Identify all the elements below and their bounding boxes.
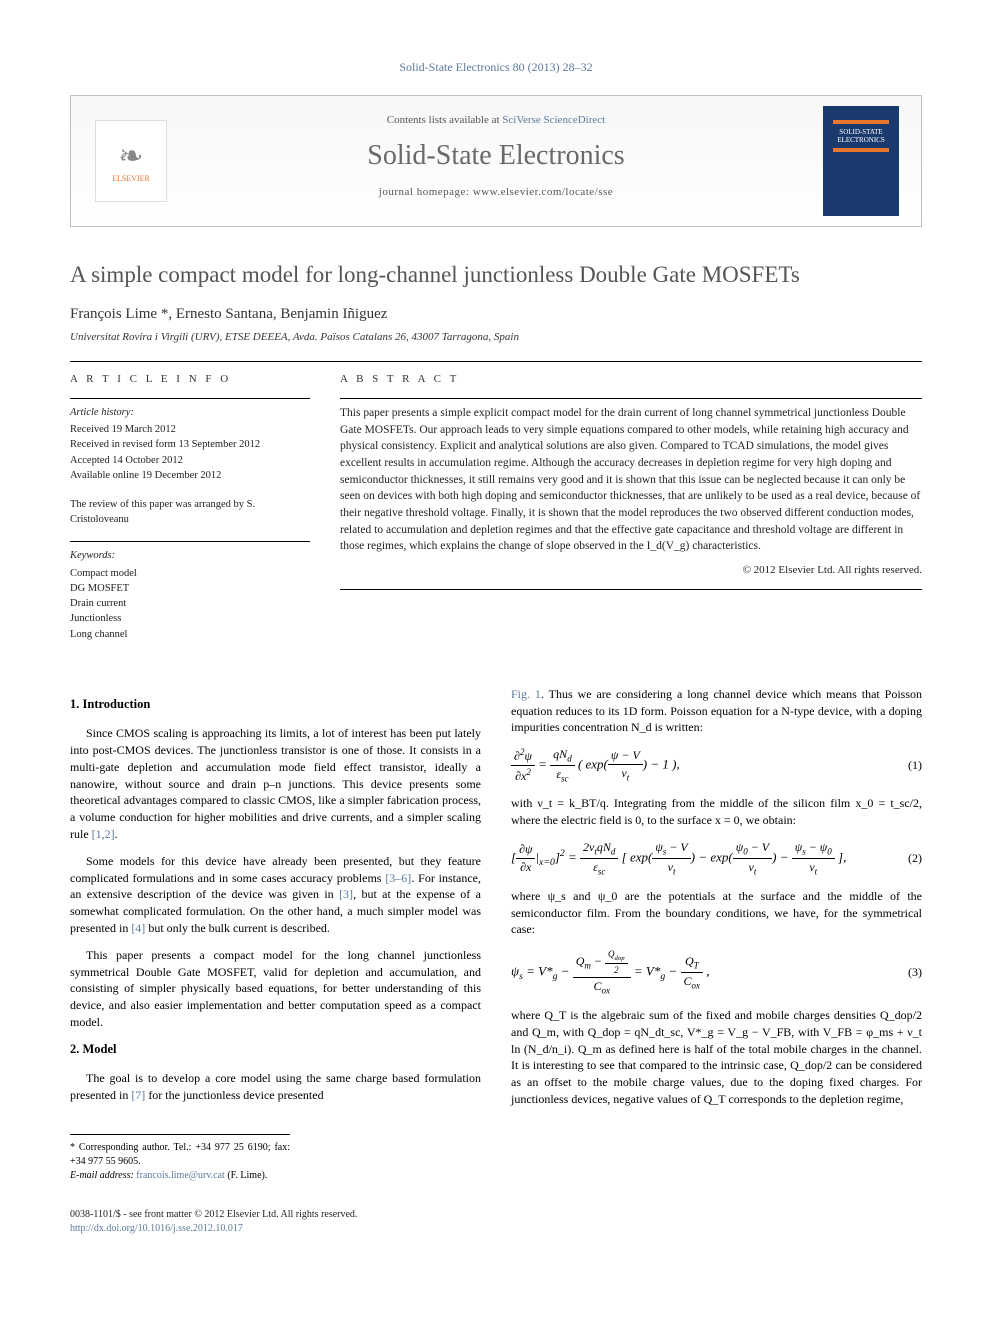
figure-ref[interactable]: Fig. 1: [511, 687, 541, 701]
eq-num: (3): [892, 964, 922, 981]
article-info: A R T I C L E I N F O Article history: R…: [70, 372, 310, 656]
cover-box: SOLID-STATE ELECTRONICS: [801, 96, 921, 226]
publisher-logo-box: ❧ ELSEVIER: [71, 96, 191, 226]
history-item: Received 19 March 2012: [70, 422, 310, 437]
homepage-label: journal homepage:: [379, 186, 473, 198]
history-item: Available online 19 December 2012: [70, 468, 310, 483]
issn-line: 0038-1101/$ - see front matter © 2012 El…: [70, 1208, 922, 1236]
text: . Thus we are considering a long channel…: [511, 687, 922, 735]
keyword-item: Drain current: [70, 596, 310, 611]
history-label: Article history:: [70, 405, 310, 420]
citation-link[interactable]: [3–6]: [385, 871, 411, 885]
paragraph: This paper presents a compact model for …: [70, 947, 481, 1031]
email-link[interactable]: francois.lime@urv.cat: [136, 1170, 225, 1181]
keyword-item: Long channel: [70, 627, 310, 642]
corresponding-info: * Corresponding author. Tel.: +34 977 25…: [70, 1141, 290, 1169]
publisher-name: ELSEVIER: [112, 174, 150, 183]
equation-2: [∂ψ∂x|x=0]2 = 2νtqNdεsc [ exp(ψs − Vνt) …: [511, 839, 922, 878]
paragraph: where Q_T is the algebraic sum of the fi…: [511, 1007, 922, 1108]
doi-link[interactable]: http://dx.doi.org/10.1016/j.sse.2012.10.…: [70, 1222, 922, 1236]
citation-link[interactable]: [1,2]: [92, 827, 115, 841]
email-label: E-mail address:: [70, 1170, 134, 1181]
equation-1: ∂2ψ∂x2 = qNdεsc ( exp(ψ − Vνt) − 1 ), (1…: [511, 746, 922, 785]
eq-num: (2): [892, 850, 922, 867]
review-note: The review of this paper was arranged by…: [70, 497, 310, 527]
abstract-text: This paper presents a simple explicit co…: [340, 405, 922, 555]
sciencedirect-link[interactable]: SciVerse ScienceDirect: [502, 114, 605, 126]
section-1-heading: 1. Introduction: [70, 696, 481, 714]
elsevier-logo-icon: ❧ ELSEVIER: [95, 120, 167, 202]
homepage-url[interactable]: www.elsevier.com/locate/sse: [473, 186, 613, 198]
article-info-heading: A R T I C L E I N F O: [70, 372, 310, 388]
eq-num: (1): [892, 757, 922, 774]
text: for the junctionless device presented: [145, 1088, 323, 1102]
paragraph: Some models for this device have already…: [70, 853, 481, 937]
homepage-line: journal homepage: www.elsevier.com/locat…: [201, 186, 791, 198]
header-ref: Solid-State Electronics 80 (2013) 28–32: [70, 60, 922, 75]
abstract: A B S T R A C T This paper presents a si…: [340, 372, 922, 656]
paragraph: Fig. 1. Thus we are considering a long c…: [511, 686, 922, 736]
cover-text: SOLID-STATE ELECTRONICS: [823, 128, 899, 144]
abstract-heading: A B S T R A C T: [340, 372, 922, 388]
tree-icon: ❧: [118, 139, 143, 174]
paragraph: where ψ_s and ψ_0 are the potentials at …: [511, 888, 922, 938]
equation-3: ψs = V*g − Qm − Qdop2Cox = V*g − QTCox ,…: [511, 948, 922, 997]
keywords-label: Keywords:: [70, 548, 310, 563]
email-name: (F. Lime).: [227, 1170, 267, 1181]
contents-prefix: Contents lists available at: [387, 114, 502, 126]
divider: [70, 361, 922, 362]
corresponding-footer: * Corresponding author. Tel.: +34 977 25…: [70, 1134, 290, 1183]
article-title: A simple compact model for long-channel …: [70, 262, 922, 288]
history-item: Received in revised form 13 September 20…: [70, 437, 310, 452]
journal-cover-icon: SOLID-STATE ELECTRONICS: [823, 106, 899, 216]
right-column: Fig. 1. Thus we are considering a long c…: [511, 686, 922, 1183]
abstract-copyright: © 2012 Elsevier Ltd. All rights reserved…: [340, 563, 922, 579]
citation-link[interactable]: [7]: [131, 1088, 145, 1102]
section-2-heading: 2. Model: [70, 1041, 481, 1059]
issn-text: 0038-1101/$ - see front matter © 2012 El…: [70, 1208, 922, 1222]
affiliation: Universitat Rovira i Virgili (URV), ETSE…: [70, 331, 922, 343]
text: but only the bulk current is described.: [145, 921, 330, 935]
journal-title: Solid-State Electronics: [201, 140, 791, 172]
paragraph: Since CMOS scaling is approaching its li…: [70, 725, 481, 843]
text: Since CMOS scaling is approaching its li…: [70, 726, 481, 841]
citation-link[interactable]: [4]: [131, 921, 145, 935]
keyword-item: DG MOSFET: [70, 581, 310, 596]
paragraph: with ν_t = k_BT/q. Integrating from the …: [511, 795, 922, 829]
journal-banner: ❧ ELSEVIER Contents lists available at S…: [70, 95, 922, 227]
keyword-item: Compact model: [70, 566, 310, 581]
contents-line: Contents lists available at SciVerse Sci…: [201, 114, 791, 126]
paragraph: The goal is to develop a core model usin…: [70, 1070, 481, 1104]
citation-link[interactable]: [3]: [339, 887, 353, 901]
left-column: 1. Introduction Since CMOS scaling is ap…: [70, 686, 481, 1183]
history-item: Accepted 14 October 2012: [70, 453, 310, 468]
authors: François Lime *, Ernesto Santana, Benjam…: [70, 306, 922, 323]
banner-center: Contents lists available at SciVerse Sci…: [191, 96, 801, 226]
keyword-item: Junctionless: [70, 611, 310, 626]
